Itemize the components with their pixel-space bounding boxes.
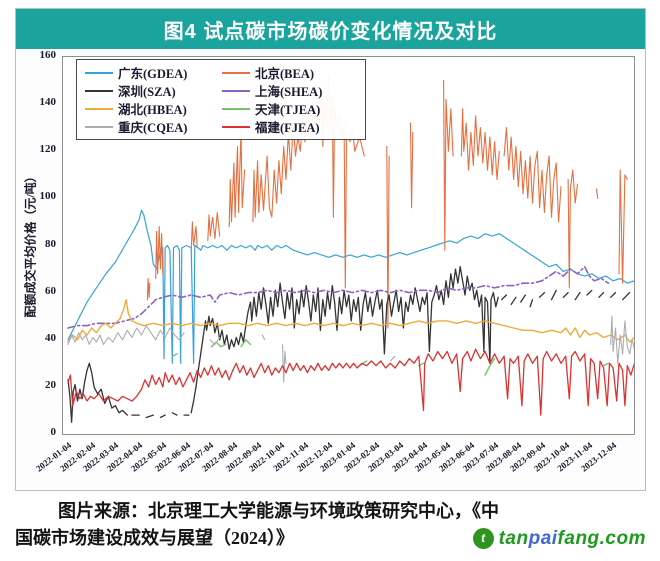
series-line-cqea-5 bbox=[610, 315, 634, 364]
caption-line-2: 国碳市场建设成效与展望（2024）》 bbox=[15, 528, 294, 548]
legend-label-fjea: 福建(FJEA) bbox=[255, 121, 320, 135]
legend-item-bea: 北京(BEA) bbox=[222, 64, 359, 81]
series-line-sza-16 bbox=[598, 291, 605, 298]
legend-label-shea: 上海(SHEA) bbox=[255, 85, 323, 99]
caption: 图片来源：北京理工大学能源与环境政策研究中心，《中 国碳市场建设成效与展望（20… bbox=[15, 498, 648, 552]
chart-lines bbox=[67, 75, 634, 423]
legend: 广东(GDEA) 北京(BEA) 深圳(SZA) 上海(SHEA) 湖北(HBEA) 天津… bbox=[76, 59, 366, 140]
series-line-cqea-0 bbox=[67, 325, 185, 346]
series-line-sza-11 bbox=[538, 291, 546, 298]
legend-line-swatch-fjea bbox=[222, 125, 250, 128]
legend-label-sza: 深圳(SZA) bbox=[118, 85, 176, 99]
series-line-bea-8 bbox=[443, 80, 454, 251]
figure-title-bar: 图4 试点碳市场碳价变化情况及对比 bbox=[16, 9, 645, 49]
series-line-tjea-0 bbox=[171, 353, 178, 357]
series-line-sza-7 bbox=[501, 294, 508, 301]
series-line-bea-4 bbox=[228, 129, 246, 228]
caption-line-1: 图片来源：北京理工大学能源与环境政策研究中心，《中 bbox=[58, 501, 499, 521]
y-tick-label-120: 120 bbox=[39, 143, 57, 156]
series-line-gdea-0 bbox=[67, 209, 634, 364]
legend-label-hbea: 湖北(HBEA) bbox=[118, 103, 187, 117]
series-line-bea-0 bbox=[146, 277, 151, 301]
y-tick-label-140: 140 bbox=[39, 96, 57, 109]
legend-line-swatch-tjea bbox=[222, 107, 250, 110]
legend-label-bea: 北京(BEA) bbox=[255, 67, 315, 81]
legend-line-swatch-bea bbox=[222, 71, 250, 74]
series-line-bea-6 bbox=[386, 145, 390, 329]
logo-text: tanpaifang.com bbox=[499, 525, 646, 552]
series-line-tjea-2 bbox=[240, 339, 252, 348]
x-axis-ticks: 2022-01-04 2022-02-04 2022-03-04 2022-04-04… bbox=[34, 437, 633, 492]
series-line-sza-17 bbox=[610, 291, 617, 298]
legend-item-cqea: 重庆(CQEA) bbox=[85, 118, 222, 135]
series-line-tjea-1 bbox=[210, 341, 227, 348]
series-line-bea-7 bbox=[409, 122, 414, 209]
figure-container: 图4 试点碳市场碳价变化情况及对比 配额成交平均价格（元/吨） 0 20 40 60 8… bbox=[15, 8, 646, 491]
series-line-hbea-0 bbox=[67, 298, 634, 343]
y-tick-label-60: 60 bbox=[45, 284, 56, 297]
series-line-bea-2 bbox=[190, 221, 198, 251]
series-line-sza-18 bbox=[621, 291, 631, 301]
legend-label-tjea: 天津(TJEA) bbox=[255, 103, 321, 117]
legend-item-fjea: 福建(FJEA) bbox=[222, 118, 359, 135]
series-line-tjea-6 bbox=[602, 362, 610, 367]
legend-item-gdea: 广东(GDEA) bbox=[85, 64, 222, 81]
legend-item-sza: 深圳(SZA) bbox=[85, 82, 222, 99]
y-tick-label-100: 100 bbox=[39, 190, 57, 203]
legend-line-swatch-cqea bbox=[85, 125, 113, 128]
legend-item-tjea: 天津(TJEA) bbox=[222, 100, 359, 117]
legend-line-swatch-gdea bbox=[85, 71, 113, 74]
y-tick-label-160: 160 bbox=[39, 49, 57, 61]
series-line-cqea-1 bbox=[209, 336, 221, 346]
legend-line-swatch-hbea bbox=[85, 107, 113, 110]
series-line-tjea-5 bbox=[484, 357, 496, 376]
legend-item-hbea: 湖北(HBEA) bbox=[85, 100, 222, 117]
logo-text-part3: fang.com bbox=[557, 528, 646, 549]
site-logo[interactable]: t tanpaifang.com bbox=[472, 525, 646, 552]
series-line-sza-10 bbox=[529, 299, 534, 308]
series-line-sza-0 bbox=[67, 362, 128, 423]
leaf-circle-icon: t bbox=[472, 528, 494, 549]
y-tick-label-80: 80 bbox=[45, 237, 56, 250]
series-line-sza-15 bbox=[586, 289, 593, 296]
legend-line-swatch-shea bbox=[222, 89, 250, 92]
logo-text-part2: pai bbox=[528, 528, 558, 549]
logo-text-part1: tan bbox=[498, 528, 529, 549]
figure-title: 图4 试点碳市场碳价变化情况及对比 bbox=[163, 20, 498, 43]
series-line-fjea-0 bbox=[67, 348, 634, 416]
series-line-bea-1 bbox=[155, 226, 164, 280]
series-line-shea-0 bbox=[67, 265, 610, 329]
series-line-cqea-2 bbox=[261, 334, 266, 341]
series-line-sza-3 bbox=[159, 414, 166, 419]
legend-line-swatch-sza bbox=[85, 89, 113, 92]
series-line-sza-9 bbox=[520, 294, 527, 303]
y-tick-label-0: 0 bbox=[50, 426, 57, 438]
series-line-cqea-4 bbox=[389, 355, 396, 362]
chart-area: 配额成交平均价格（元/吨） 0 20 40 60 80 100 120 140 160 广东(G… bbox=[16, 49, 645, 490]
y-tick-label-40: 40 bbox=[45, 331, 56, 344]
series-line-sza-2 bbox=[145, 414, 154, 419]
legend-item-shea: 上海(SHEA) bbox=[222, 82, 359, 99]
legend-label-cqea: 重庆(CQEA) bbox=[118, 121, 188, 135]
series-line-bea-10 bbox=[503, 127, 562, 223]
series-line-sza-8 bbox=[510, 296, 517, 306]
series-line-cqea-3 bbox=[281, 343, 287, 383]
series-line-bea-9 bbox=[460, 108, 500, 181]
series-line-bea-3 bbox=[207, 211, 221, 242]
series-line-sza-4 bbox=[171, 412, 178, 416]
y-tick-label-20: 20 bbox=[45, 378, 56, 391]
legend-label-gdea: 广东(GDEA) bbox=[118, 67, 188, 81]
series-line-sza-14 bbox=[574, 291, 581, 301]
series-line-bea-12 bbox=[595, 188, 599, 199]
series-line-bea-13 bbox=[618, 169, 628, 284]
series-line-sza-12 bbox=[550, 289, 557, 301]
series-line-sza-13 bbox=[562, 291, 569, 298]
plot-area: 广东(GDEA) 北京(BEA) 深圳(SZA) 上海(SHEA) 湖北(HBEA) 天津… bbox=[62, 56, 635, 435]
